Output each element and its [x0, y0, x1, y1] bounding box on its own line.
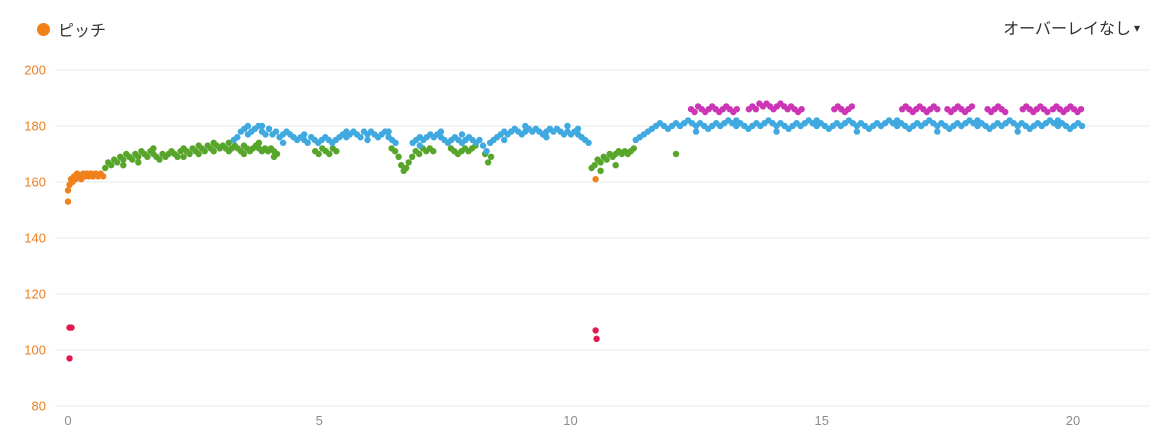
svg-text:200: 200: [24, 63, 46, 78]
y-axis-labels: 80 100 120 140 160 180 200: [24, 63, 46, 414]
svg-text:100: 100: [24, 343, 46, 358]
overlay-dropdown[interactable]: オーバーレイなし ▾: [1003, 15, 1140, 39]
legend-label: ピッチ: [58, 23, 107, 40]
legend-pitch[interactable]: ピッチ: [37, 17, 106, 41]
series-zone-green: [102, 139, 680, 174]
overlay-dropdown-label: オーバーレイなし: [1003, 21, 1131, 38]
svg-text:80: 80: [32, 399, 46, 414]
svg-text:120: 120: [24, 287, 46, 302]
svg-text:140: 140: [24, 231, 46, 246]
svg-text:10: 10: [563, 413, 577, 428]
chart-topbar: ピッチ オーバーレイなし ▾: [0, 0, 1162, 46]
svg-text:5: 5: [316, 413, 323, 428]
svg-text:0: 0: [64, 413, 71, 428]
series-zone-blue: [230, 117, 1086, 155]
svg-text:180: 180: [24, 119, 46, 134]
series-zone-purple: [687, 100, 1085, 116]
series-zone-orange: [64, 170, 599, 205]
svg-text:160: 160: [24, 175, 46, 190]
svg-text:20: 20: [1066, 413, 1080, 428]
gridlines: [55, 69, 1150, 407]
x-axis-labels: 0 5 10 15 20: [64, 413, 1080, 428]
series-zone-red: [66, 324, 600, 362]
chevron-down-icon: ▾: [1133, 21, 1140, 35]
svg-text:15: 15: [815, 413, 829, 428]
legend-dot: [37, 22, 50, 36]
